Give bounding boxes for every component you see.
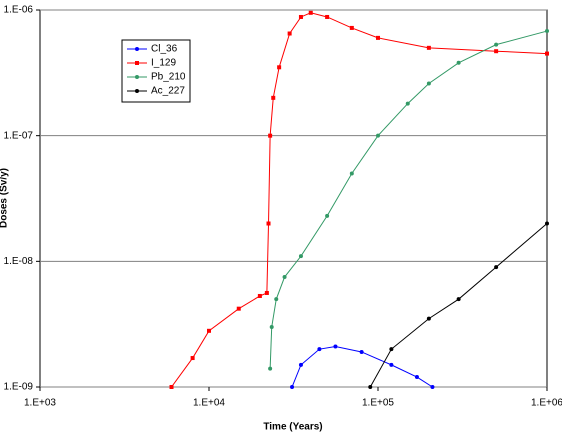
- x-tick-label: 1.E+06: [531, 398, 562, 409]
- marker: [389, 347, 394, 352]
- marker: [456, 297, 461, 302]
- marker: [308, 10, 313, 15]
- marker: [298, 362, 303, 367]
- legend-label: Cl_36: [151, 44, 178, 55]
- marker: [389, 362, 394, 367]
- marker: [376, 35, 380, 40]
- marker: [545, 221, 549, 226]
- plot-area: [39, 9, 548, 388]
- legend: [121, 39, 191, 103]
- marker: [368, 385, 373, 389]
- y-axis-label: Doses (Sv/y): [0, 168, 10, 228]
- marker: [333, 344, 338, 349]
- marker: [269, 325, 274, 330]
- x-tick-label: 1.E+04: [193, 398, 225, 409]
- y-tick-label: 1.E-06: [4, 5, 34, 16]
- marker: [426, 81, 431, 86]
- y-tick-label: 1.E-08: [4, 256, 34, 267]
- marker: [494, 42, 499, 47]
- marker: [359, 349, 364, 354]
- marker: [494, 265, 499, 270]
- marker: [430, 385, 435, 389]
- marker: [349, 171, 354, 176]
- marker: [349, 25, 354, 30]
- marker: [414, 375, 419, 380]
- series-line: [369, 223, 548, 388]
- marker: [325, 14, 330, 19]
- marker: [426, 316, 431, 321]
- marker: [257, 293, 262, 298]
- legend-marker: [135, 47, 139, 51]
- marker: [494, 49, 499, 54]
- marker: [264, 290, 269, 295]
- marker: [268, 133, 273, 138]
- marker: [268, 366, 273, 371]
- y-tick-label: 1.E-07: [4, 130, 34, 141]
- marker: [236, 306, 241, 311]
- marker: [456, 60, 461, 65]
- marker: [317, 347, 322, 352]
- y-tick-label: 1.E-09: [4, 382, 34, 393]
- x-tick-label: 1.E+05: [362, 398, 394, 409]
- marker: [207, 328, 211, 333]
- marker: [426, 45, 431, 50]
- marker: [287, 31, 292, 36]
- marker: [266, 221, 271, 226]
- marker: [271, 95, 276, 100]
- x-axis-label: Time (Years): [263, 422, 322, 433]
- series-line: [291, 345, 433, 388]
- marker: [274, 297, 279, 302]
- marker: [190, 356, 195, 361]
- marker: [405, 101, 410, 106]
- marker: [277, 65, 282, 70]
- marker: [545, 29, 549, 34]
- marker: [290, 385, 295, 389]
- legend-marker: [135, 61, 139, 65]
- marker: [545, 51, 549, 56]
- legend-label: I_129: [151, 58, 176, 69]
- marker: [325, 213, 330, 218]
- marker: [282, 275, 287, 280]
- legend-marker: [135, 75, 139, 79]
- marker: [298, 254, 303, 259]
- marker: [298, 14, 303, 19]
- marker: [376, 133, 380, 138]
- legend-label: Pb_210: [151, 72, 186, 83]
- x-tick-label: 1.E+03: [24, 398, 56, 409]
- marker: [169, 385, 174, 389]
- legend-label: Ac_227: [151, 86, 185, 97]
- legend-marker: [135, 89, 139, 93]
